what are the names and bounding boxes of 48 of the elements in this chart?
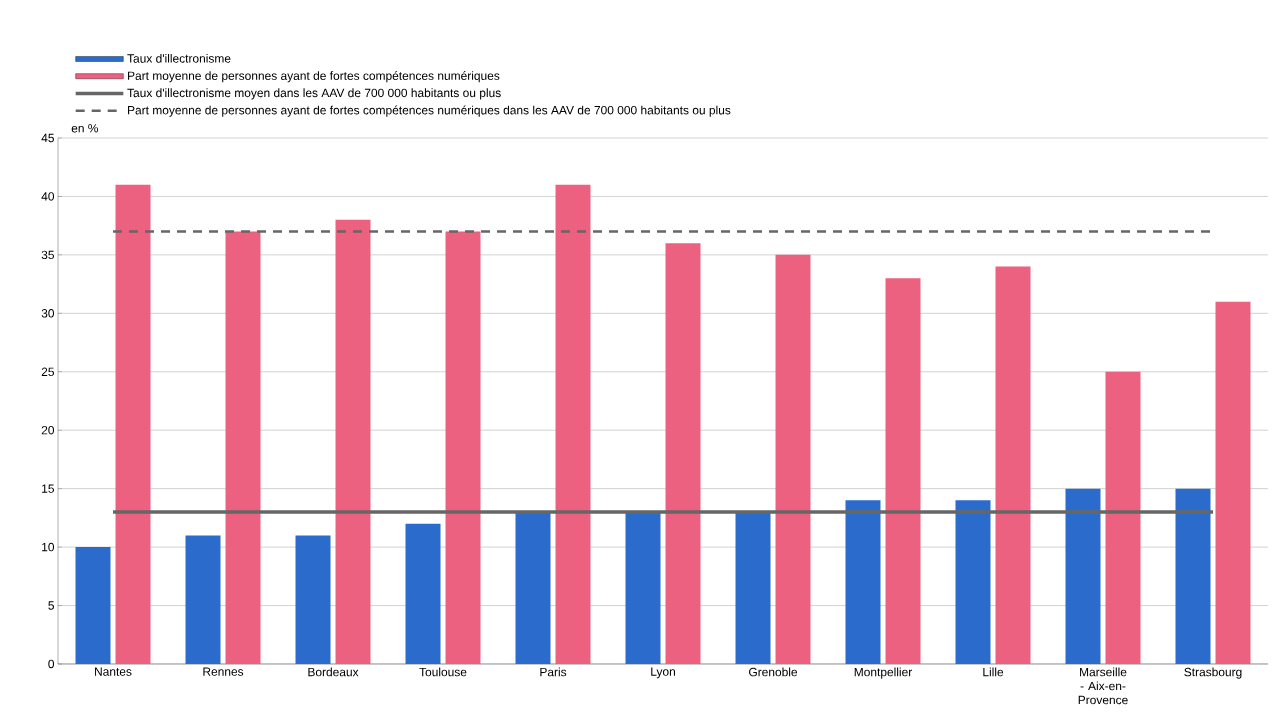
bar <box>295 535 331 664</box>
bar <box>1175 488 1211 664</box>
y-tick-label: 30 <box>41 309 55 318</box>
x-tick-label: Lyon <box>651 667 675 679</box>
y-tick-label: 0 <box>48 659 55 669</box>
y-tick-label: 40 <box>41 192 55 201</box>
bar <box>445 231 481 664</box>
legend-label: Taux d'illectronisme moyen dans les AAV de 700 000 habitants ou plus <box>127 88 501 100</box>
y-tick-label: 35 <box>41 250 54 260</box>
x-tick-label: Bordeaux <box>308 667 359 677</box>
bar <box>735 512 771 664</box>
bar <box>335 219 371 664</box>
bar <box>1105 371 1141 664</box>
bar <box>625 512 661 664</box>
x-tick-label: Strasbourg <box>1184 667 1242 679</box>
y-tick-label: 5 <box>48 601 54 610</box>
x-tick-label: Nantes <box>95 667 132 676</box>
y-tick-label: 25 <box>41 367 54 376</box>
legend-label: Taux d'illectronisme <box>127 53 231 63</box>
x-tick-label: Lille <box>983 667 1004 677</box>
bar <box>885 278 921 664</box>
legend-label: Part moyenne de personnes ayant de fortes compétences numériques <box>128 71 500 83</box>
x-tick-label: Marseille - Aix-en-Provence <box>1078 667 1128 705</box>
bar <box>995 266 1031 664</box>
bar <box>75 547 111 664</box>
x-tick-label: Montpellier <box>854 667 913 679</box>
legend-label: Part moyenne de personnes ayant de fortes compétences numériques dans les AAV de 700 000 habitants ou plus <box>128 105 731 117</box>
y-axis-title: en % <box>71 124 99 133</box>
y-tick-label: 20 <box>41 425 55 435</box>
bar <box>225 231 261 664</box>
bar <box>1215 301 1251 664</box>
x-tick-label: Rennes <box>203 667 244 676</box>
y-tick-label: 10 <box>42 542 55 552</box>
y-tick-label: 45 <box>41 133 54 143</box>
bar <box>185 535 221 664</box>
bar <box>1065 488 1101 664</box>
x-tick-label: Toulouse <box>419 667 467 677</box>
bar <box>955 500 991 664</box>
bar <box>555 184 591 664</box>
bar <box>515 512 551 664</box>
x-tick-label: Paris <box>540 667 567 677</box>
bar <box>115 184 151 664</box>
bar <box>405 523 441 664</box>
bar <box>665 243 701 664</box>
x-tick-label: Grenoble <box>749 667 798 677</box>
bar <box>775 254 811 664</box>
y-tick-label: 15 <box>42 484 54 493</box>
bar <box>845 500 881 664</box>
